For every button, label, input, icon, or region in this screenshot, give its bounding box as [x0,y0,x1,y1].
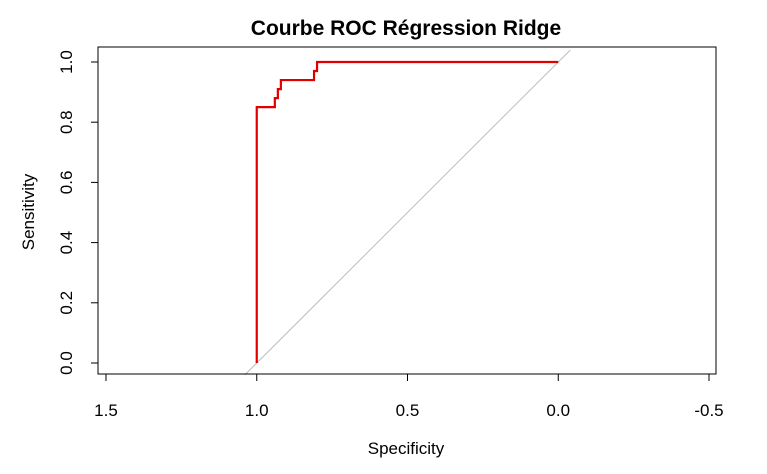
y-axis: 0.0 0.2 0.4 0.6 0.8 1.0 [57,50,99,375]
y-tick-label: 0.8 [57,110,76,134]
x-tick-label: 1.5 [94,401,118,420]
plot-frame [97,46,717,375]
y-tick-label: 1.0 [57,50,76,74]
x-tick-label: -0.5 [694,401,723,420]
x-tick-label: 1.0 [245,401,269,420]
y-tick-label: 0.4 [57,231,76,255]
y-tick-label: 0.2 [57,291,76,315]
chart-title: Courbe ROC Régression Ridge [251,17,561,40]
x-axis: 1.5 1.0 0.5 0.0 -0.5 [94,373,724,420]
y-tick-label: 0.0 [57,351,76,375]
roc-curve-line [255,60,559,363]
y-axis-label: Sensitivity [19,173,38,250]
reference-diagonal-line [244,49,571,376]
plot-area [244,49,571,376]
y-tick-label: 0.6 [57,171,76,195]
x-tick-label: 0.5 [396,401,420,420]
x-axis-label: Specificity [368,439,445,458]
x-tick-label: 0.0 [546,401,570,420]
